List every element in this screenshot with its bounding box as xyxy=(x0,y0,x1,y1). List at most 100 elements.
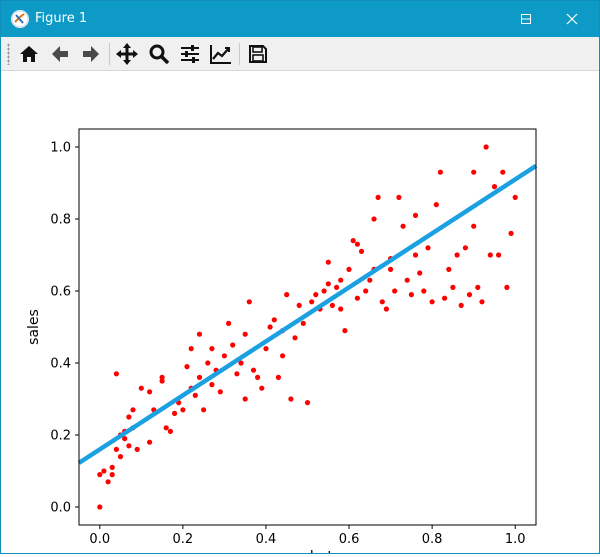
data-point xyxy=(109,464,115,470)
y-tick-label: 1.0 xyxy=(50,141,71,156)
x-tick-label: 0.0 xyxy=(89,532,110,547)
y-tick-label: 0.0 xyxy=(50,501,71,516)
data-point xyxy=(475,284,481,290)
data-point xyxy=(97,472,103,478)
regression-line xyxy=(77,164,538,465)
data-point xyxy=(408,292,414,298)
data-point xyxy=(147,389,153,395)
data-point xyxy=(421,288,427,294)
toolbar-separator xyxy=(239,43,240,65)
data-point xyxy=(255,374,261,380)
data-point xyxy=(280,353,286,359)
data-point xyxy=(138,385,144,391)
data-point xyxy=(180,407,186,413)
data-point xyxy=(184,364,190,370)
data-point xyxy=(209,346,215,352)
data-point xyxy=(242,331,248,337)
data-point xyxy=(159,378,165,384)
pan-icon[interactable] xyxy=(113,40,141,68)
data-point xyxy=(350,238,356,244)
data-point xyxy=(417,270,423,276)
data-point xyxy=(383,306,389,312)
forward-arrow-icon[interactable] xyxy=(77,40,105,68)
y-axis-label: sales xyxy=(26,309,42,345)
data-point xyxy=(504,284,510,290)
data-point xyxy=(338,306,344,312)
axes-frame xyxy=(78,128,537,526)
x-axis-ticks: 0.0 0.2 0.4 0.6 0.8 1.0 xyxy=(89,525,526,547)
data-point xyxy=(446,266,452,272)
data-point xyxy=(201,407,207,413)
data-point xyxy=(400,223,406,229)
data-point xyxy=(379,299,385,305)
back-arrow-icon[interactable] xyxy=(46,40,74,68)
data-point xyxy=(346,266,352,272)
data-point xyxy=(487,252,493,258)
window-title: Figure 1 xyxy=(35,11,88,26)
data-point xyxy=(234,371,240,377)
y-tick-label: 0.4 xyxy=(50,357,71,372)
data-point xyxy=(221,353,227,359)
data-point xyxy=(329,302,335,308)
data-point xyxy=(396,194,402,200)
data-point xyxy=(500,169,506,175)
x-tick-label: 0.6 xyxy=(339,532,360,547)
data-point xyxy=(300,320,306,326)
data-point xyxy=(471,223,477,229)
x-tick-label: 0.4 xyxy=(256,532,277,547)
save-icon[interactable] xyxy=(244,40,272,68)
data-point xyxy=(304,400,311,406)
toolbar-grip[interactable] xyxy=(7,43,10,65)
figure-canvas[interactable]: 0.0 0.2 0.4 0.6 0.8 1.0 0.0 0.2 0.4 0.6 0.8 1.0 we… xyxy=(1,71,599,557)
data-point xyxy=(209,382,215,388)
data-point xyxy=(97,504,103,510)
data-point xyxy=(429,299,435,305)
data-point xyxy=(412,212,419,218)
data-point xyxy=(113,446,119,452)
data-point xyxy=(375,194,381,200)
zoom-icon[interactable] xyxy=(145,40,173,68)
data-point xyxy=(334,284,340,290)
data-point xyxy=(250,367,257,373)
data-points xyxy=(97,144,518,510)
data-point xyxy=(192,392,198,398)
close-button[interactable] xyxy=(549,1,595,37)
data-point xyxy=(126,443,132,449)
data-point xyxy=(458,302,464,308)
data-point xyxy=(491,184,498,190)
data-point xyxy=(288,396,294,402)
data-point xyxy=(425,245,431,251)
title-bar[interactable]: Figure 1 xyxy=(1,1,599,37)
data-point xyxy=(238,360,244,366)
data-point xyxy=(508,230,514,236)
data-point xyxy=(163,425,169,431)
y-tick-label: 0.2 xyxy=(50,429,71,444)
app-icon xyxy=(11,10,29,28)
data-point xyxy=(321,288,327,294)
data-point xyxy=(196,374,203,380)
regression-line-layer xyxy=(77,164,538,465)
minimize-button[interactable] xyxy=(503,1,549,37)
edit-axis-icon[interactable] xyxy=(207,40,235,68)
data-point xyxy=(101,468,107,474)
maximize-button[interactable] xyxy=(505,1,547,37)
data-point xyxy=(267,324,273,330)
data-point xyxy=(412,252,419,258)
data-point xyxy=(226,320,232,326)
data-point xyxy=(338,277,344,283)
data-point xyxy=(246,299,252,305)
subplots-config-icon[interactable] xyxy=(176,40,204,68)
data-point xyxy=(512,194,518,200)
data-point xyxy=(230,342,236,348)
data-point xyxy=(109,472,115,478)
data-point xyxy=(126,414,132,420)
data-point xyxy=(309,299,315,305)
data-point xyxy=(442,295,448,301)
data-point xyxy=(354,295,360,301)
data-point xyxy=(471,169,477,175)
navigation-toolbar xyxy=(1,37,599,71)
data-point xyxy=(437,169,443,175)
data-point xyxy=(259,385,265,391)
home-icon[interactable] xyxy=(15,40,43,68)
